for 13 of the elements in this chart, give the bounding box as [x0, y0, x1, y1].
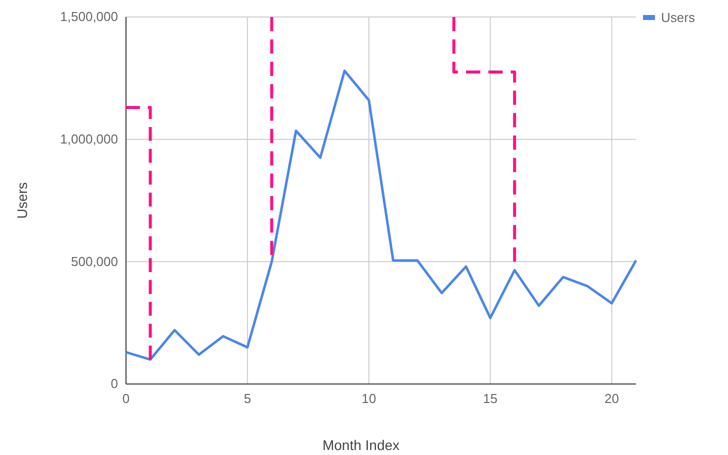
x-tick-label: 5 — [244, 391, 252, 406]
y-axis-title: Users — [14, 182, 30, 219]
line-series — [124, 70, 638, 361]
legend-label: Users — [661, 10, 696, 25]
y-tick-label: 1,000,000 — [60, 131, 118, 146]
y-tick-label: 1,500,000 — [60, 9, 118, 24]
x-axis-title: Month Index — [322, 437, 400, 453]
y-tick-label: 0 — [110, 376, 118, 392]
x-tick-label: 0 — [122, 391, 130, 406]
x-tick-label: 15 — [483, 391, 498, 406]
x-tick-label: 20 — [604, 391, 619, 406]
y-tick-label: 500,000 — [71, 254, 118, 269]
x-tick-label: 10 — [362, 391, 376, 406]
